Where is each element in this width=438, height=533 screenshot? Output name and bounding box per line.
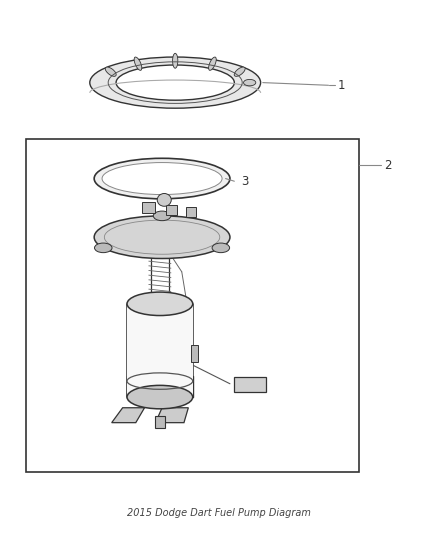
Polygon shape [155,408,188,423]
Ellipse shape [234,67,245,76]
Ellipse shape [127,292,193,316]
Ellipse shape [244,79,256,86]
Bar [155,416,165,428]
Ellipse shape [102,163,222,195]
Ellipse shape [94,158,230,199]
Ellipse shape [208,57,216,70]
Bar [26,139,359,472]
Bar [191,345,198,362]
Ellipse shape [95,243,112,253]
Bar [186,207,196,217]
Text: 3: 3 [241,175,248,188]
Text: 2: 2 [384,159,392,172]
Ellipse shape [212,243,230,253]
Bar [166,205,177,215]
Text: 1: 1 [338,79,346,92]
Ellipse shape [153,211,171,221]
Ellipse shape [94,216,230,259]
Bar [234,377,266,392]
Bar [127,304,193,397]
Ellipse shape [116,65,234,100]
Ellipse shape [90,57,261,108]
Bar [142,202,155,213]
Text: 2015 Dodge Dart Fuel Pump Diagram: 2015 Dodge Dart Fuel Pump Diagram [127,508,311,518]
Ellipse shape [134,57,142,70]
Ellipse shape [127,385,193,409]
Ellipse shape [88,53,263,112]
Ellipse shape [157,193,171,206]
Ellipse shape [105,67,116,76]
Polygon shape [112,408,145,423]
Ellipse shape [173,53,178,68]
